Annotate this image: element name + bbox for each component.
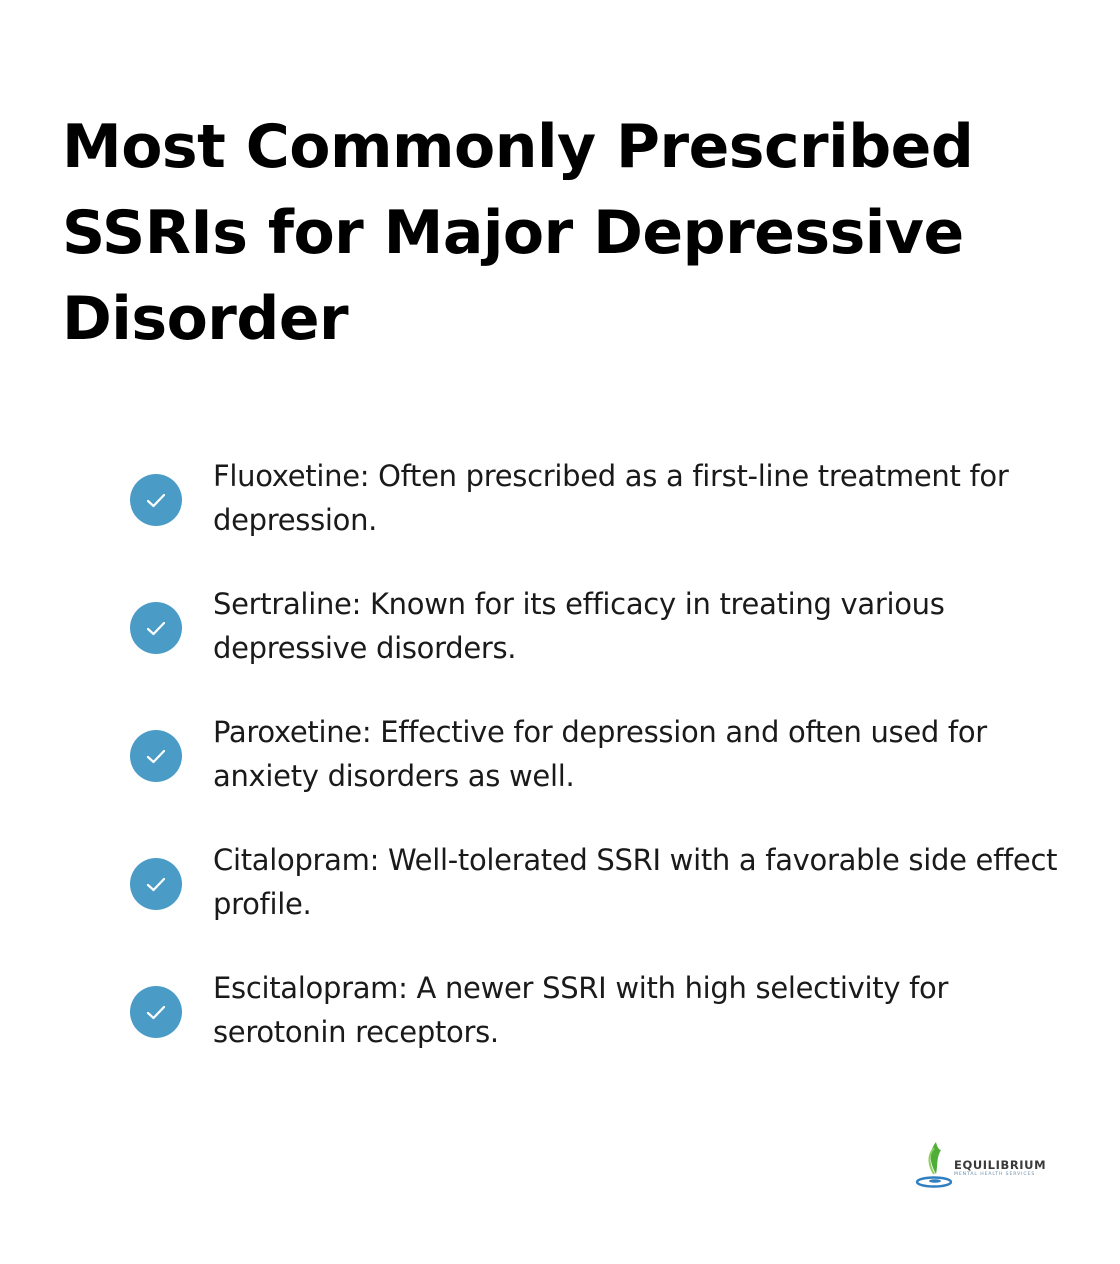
list-item-text: Paroxetine: Effective for depression and… bbox=[213, 710, 1063, 798]
ssri-list: Fluoxetine: Often prescribed as a first-… bbox=[130, 454, 1060, 1094]
list-item-text: Sertraline: Known for its efficacy in tr… bbox=[213, 582, 1063, 670]
check-icon bbox=[130, 602, 182, 654]
check-icon bbox=[130, 986, 182, 1038]
check-icon bbox=[130, 474, 182, 526]
check-icon bbox=[130, 858, 182, 910]
list-item: Sertraline: Known for its efficacy in tr… bbox=[130, 582, 1060, 710]
leaf-drop-icon bbox=[914, 1138, 954, 1190]
list-item: Fluoxetine: Often prescribed as a first-… bbox=[130, 454, 1060, 582]
list-item: Paroxetine: Effective for depression and… bbox=[130, 710, 1060, 838]
list-item: Escitalopram: A newer SSRI with high sel… bbox=[130, 966, 1060, 1094]
check-icon bbox=[130, 730, 182, 782]
list-item-text: Fluoxetine: Often prescribed as a first-… bbox=[213, 454, 1063, 542]
page-title: Most Commonly Prescribed SSRIs for Major… bbox=[62, 104, 1062, 362]
logo-name: EQUILIBRIUM bbox=[954, 1158, 1046, 1172]
list-item-text: Escitalopram: A newer SSRI with high sel… bbox=[213, 966, 1063, 1054]
list-item-text: Citalopram: Well-tolerated SSRI with a f… bbox=[213, 838, 1063, 926]
equilibrium-logo: EQUILIBRIUM MENTAL HEALTH SERVICES bbox=[914, 1138, 1054, 1190]
logo-subtitle: MENTAL HEALTH SERVICES bbox=[954, 1172, 1035, 1177]
list-item: Citalopram: Well-tolerated SSRI with a f… bbox=[130, 838, 1060, 966]
